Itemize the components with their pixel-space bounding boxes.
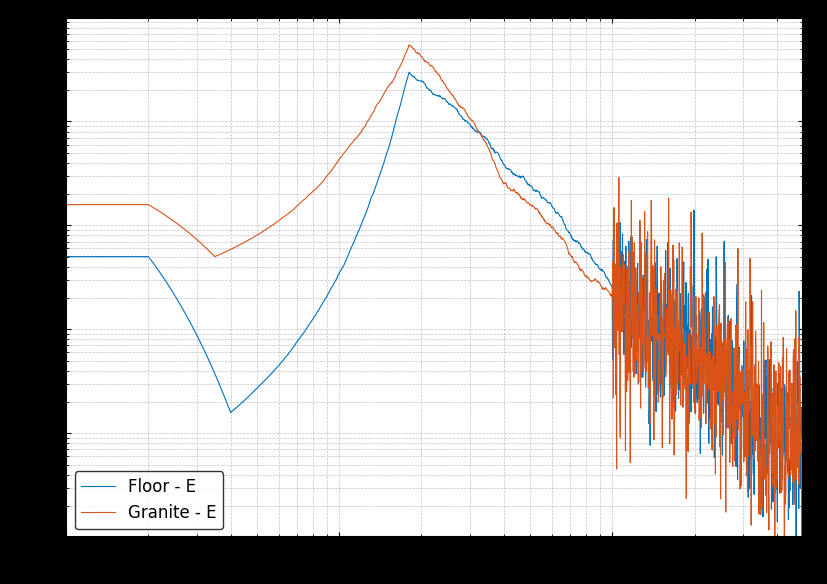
Granite - E [98, 201, 108, 208]
Line: Floor - E: Floor - E [66, 72, 802, 544]
Floor - E [777, 475, 786, 482]
Granite - E [776, 487, 786, 494]
Floor - E [61, 253, 71, 260]
Granite - E [797, 412, 807, 419]
Granite - E [404, 41, 414, 48]
Legend: Floor - E, Granite - E: Floor - E, Granite - E [74, 471, 222, 529]
Granite - E [419, 58, 429, 65]
Floor - E [641, 330, 651, 337]
Floor - E [797, 453, 807, 460]
Floor - E [776, 385, 786, 392]
Line: Granite - E: Granite - E [66, 45, 802, 584]
Floor - E [404, 69, 414, 76]
Granite - E [399, 51, 409, 58]
Floor - E [98, 253, 108, 260]
Granite - E [641, 350, 651, 357]
Floor - E [419, 81, 429, 88]
Granite - E [61, 201, 71, 208]
Floor - E [791, 541, 801, 548]
Floor - E [399, 84, 409, 91]
Granite - E [777, 446, 786, 453]
